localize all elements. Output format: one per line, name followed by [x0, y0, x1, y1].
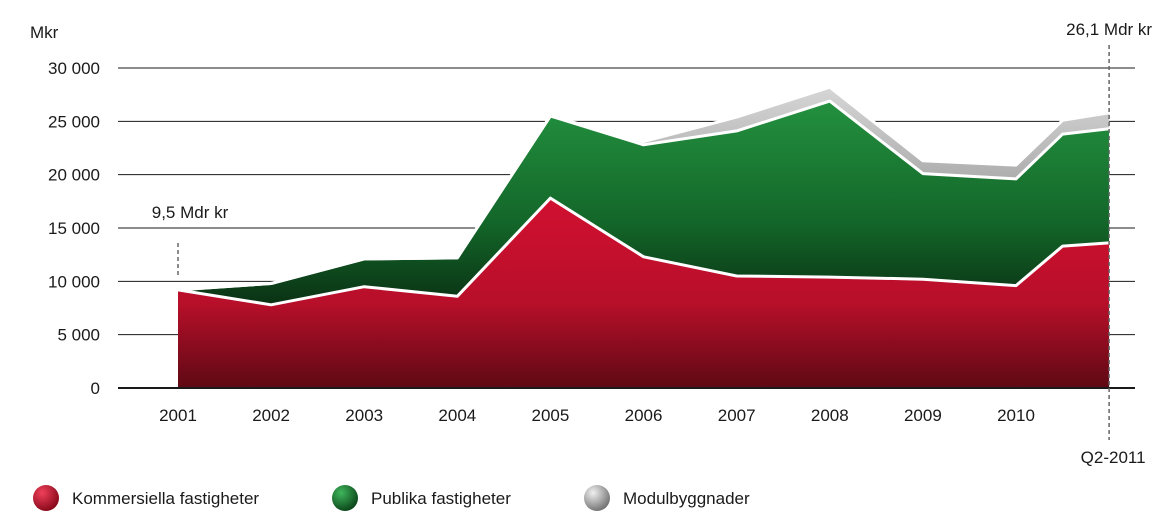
x-tick-label: 2002: [252, 406, 290, 425]
x-tick-label: 2009: [904, 406, 942, 425]
x-tick-label: 2010: [997, 406, 1035, 425]
area-series-kommersiella: [178, 198, 1110, 388]
legend-item-kommersiella: Kommersiella fastigheter: [33, 485, 259, 511]
legend-label: Modulbyggnader: [623, 489, 750, 508]
legend-marker: [584, 485, 610, 511]
annotation-end-label: 26,1 Mdr kr: [1066, 20, 1152, 39]
y-tick-label: 20 000: [48, 166, 100, 185]
y-tick-labels: 0 5 000 10 000 15 000 20 000 25 000 30 000: [48, 59, 100, 398]
legend: Kommersiella fastigheter Publika fastighe…: [33, 485, 750, 511]
legend-item-modul: Modulbyggnader: [584, 485, 750, 511]
x-tick-label: 2007: [718, 406, 756, 425]
x-tick-label: 2001: [159, 406, 197, 425]
series-separator-line: [177, 85, 1110, 292]
x-tick-label: 2008: [811, 406, 849, 425]
legend-marker: [33, 485, 59, 511]
y-tick-label: 25 000: [48, 112, 100, 131]
area-series-publika: [178, 101, 1110, 305]
annotation-start-label: 9,5 Mdr kr: [152, 203, 229, 222]
x-end-label: Q2-2011: [1081, 448, 1146, 467]
x-tick-label: 2005: [532, 406, 570, 425]
x-tick-label: 2004: [438, 406, 476, 425]
y-tick-label: 15 000: [48, 219, 100, 238]
legend-item-publika: Publika fastigheter: [332, 485, 511, 511]
legend-marker: [332, 485, 358, 511]
legend-label: Publika fastigheter: [371, 489, 511, 508]
y-tick-label: 5 000: [57, 326, 100, 345]
x-tick-labels: 2001 2002 2003 2004 2005 2006 2007 2008 2009 2010…: [159, 406, 1145, 467]
legend-label: Kommersiella fastigheter: [72, 489, 259, 508]
series-separator-line: [177, 196, 1110, 307]
y-unit-label: Mkr: [30, 23, 59, 42]
annotations: 9,5 Mdr kr 26,1 Mdr kr: [152, 20, 1152, 440]
y-tick-label: 10 000: [48, 272, 100, 291]
x-tick-label: 2006: [625, 406, 663, 425]
stacked-areas: [177, 85, 1110, 388]
y-tick-label: 30 000: [48, 59, 100, 78]
x-tick-label: 2003: [345, 406, 383, 425]
y-tick-label: 0: [91, 379, 100, 398]
